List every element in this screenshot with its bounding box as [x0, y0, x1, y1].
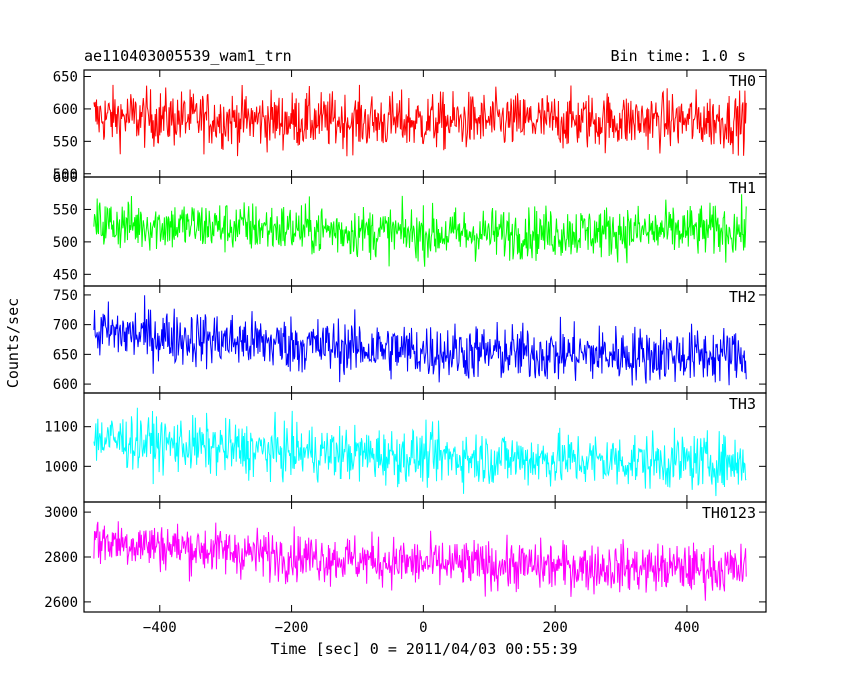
y-axis-label: Counts/sec: [4, 298, 22, 388]
panel-label: TH1: [729, 179, 756, 197]
x-tick-label: −200: [275, 620, 309, 636]
panel-th0123: 2600 2800 3000 TH0123: [44, 501, 767, 613]
y-tick-label: 600: [53, 377, 78, 393]
series-th0: [93, 84, 747, 157]
y-tick-label: 750: [53, 288, 78, 304]
y-tick-label: 500: [53, 167, 78, 183]
x-tick-label: −400: [143, 620, 177, 636]
panels-group: 500 550 600 650 TH0 450 500 550 600 TH1 600 650 700 7…: [44, 69, 767, 636]
x-tick-label: 0: [419, 620, 427, 636]
y-tick-label: 3000: [44, 505, 78, 521]
chart-title-right: Bin time: 1.0 s: [611, 47, 746, 65]
y-tick-label: 550: [53, 134, 78, 150]
y-tick-label: 450: [53, 267, 78, 283]
x-tick-label: 200: [542, 620, 567, 636]
panel-th2: 600 650 700 750 TH2: [53, 285, 767, 394]
panel-label: TH0: [729, 72, 756, 90]
panel-label: TH3: [729, 395, 756, 413]
y-tick-label: 600: [53, 102, 78, 118]
y-tick-label: 550: [53, 202, 78, 218]
y-tick-label: 2800: [44, 550, 78, 566]
series-th1: [93, 194, 747, 267]
y-tick-label: 1100: [44, 420, 78, 436]
x-tick-label: 400: [674, 620, 699, 636]
panel-label: TH2: [729, 288, 756, 306]
x-axis-label: Time [sec] 0 = 2011/04/03 00:55:39: [270, 640, 577, 658]
y-tick-label: 600: [53, 170, 78, 186]
panel-label: TH0123: [702, 504, 756, 522]
panel-th0: 500 550 600 650 TH0: [53, 69, 767, 183]
series-th2: [93, 295, 747, 386]
y-tick-label: 500: [53, 235, 78, 251]
y-tick-label: 650: [53, 69, 78, 85]
panel-th1: 450 500 550 600 TH1: [53, 170, 767, 287]
y-tick-label: 650: [53, 347, 78, 363]
y-tick-label: 700: [53, 318, 78, 334]
panel-th3: 1000 1100 TH3: [44, 392, 767, 503]
chart-title-left: ae110403005539_wam1_trn: [84, 47, 292, 65]
y-tick-label: 1000: [44, 459, 78, 475]
panel-frame: [83, 501, 767, 613]
series-th3: [93, 407, 747, 497]
series-th0123: [93, 521, 747, 601]
y-tick-label: 2600: [44, 595, 78, 611]
